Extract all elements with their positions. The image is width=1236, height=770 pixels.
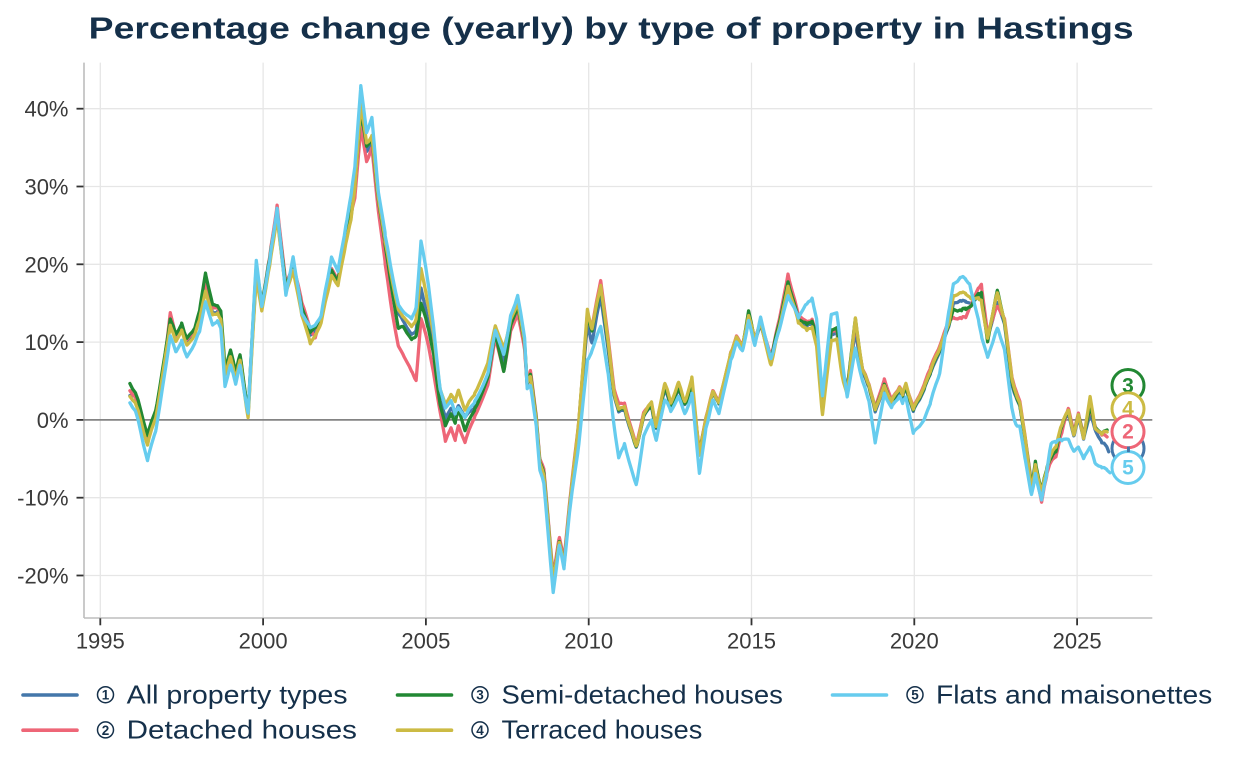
svg-text:3: 3 (476, 688, 484, 703)
svg-text:Detached houses: Detached houses (127, 715, 357, 745)
svg-text:Percentage change (yearly) by: Percentage change (yearly) by type of pr… (89, 10, 1134, 45)
svg-text:-20%: -20% (17, 564, 68, 589)
svg-text:Semi-detached houses: Semi-detached houses (502, 680, 783, 710)
svg-text:30%: 30% (24, 175, 68, 200)
svg-text:Flats and maisonettes: Flats and maisonettes (936, 680, 1212, 710)
svg-text:0%: 0% (37, 408, 69, 433)
svg-text:-10%: -10% (17, 486, 68, 511)
svg-text:2005: 2005 (401, 629, 450, 654)
svg-text:All property types: All property types (127, 680, 348, 710)
svg-text:1: 1 (102, 688, 110, 703)
svg-text:20%: 20% (24, 252, 68, 277)
svg-text:10%: 10% (24, 330, 68, 355)
svg-text:1995: 1995 (76, 629, 125, 654)
svg-text:5: 5 (1122, 456, 1134, 479)
svg-text:2020: 2020 (890, 629, 939, 654)
svg-text:4: 4 (476, 723, 484, 738)
svg-text:2010: 2010 (564, 629, 613, 654)
svg-text:5: 5 (911, 688, 919, 703)
svg-text:2: 2 (1122, 421, 1134, 444)
svg-text:2000: 2000 (239, 629, 288, 654)
svg-text:3: 3 (1122, 374, 1134, 397)
svg-text:40%: 40% (24, 97, 68, 122)
svg-text:Terraced houses: Terraced houses (502, 715, 703, 745)
svg-text:2: 2 (102, 723, 110, 738)
svg-text:1: 1 (1122, 437, 1134, 460)
svg-text:2025: 2025 (1053, 629, 1102, 654)
svg-text:2015: 2015 (727, 629, 776, 654)
